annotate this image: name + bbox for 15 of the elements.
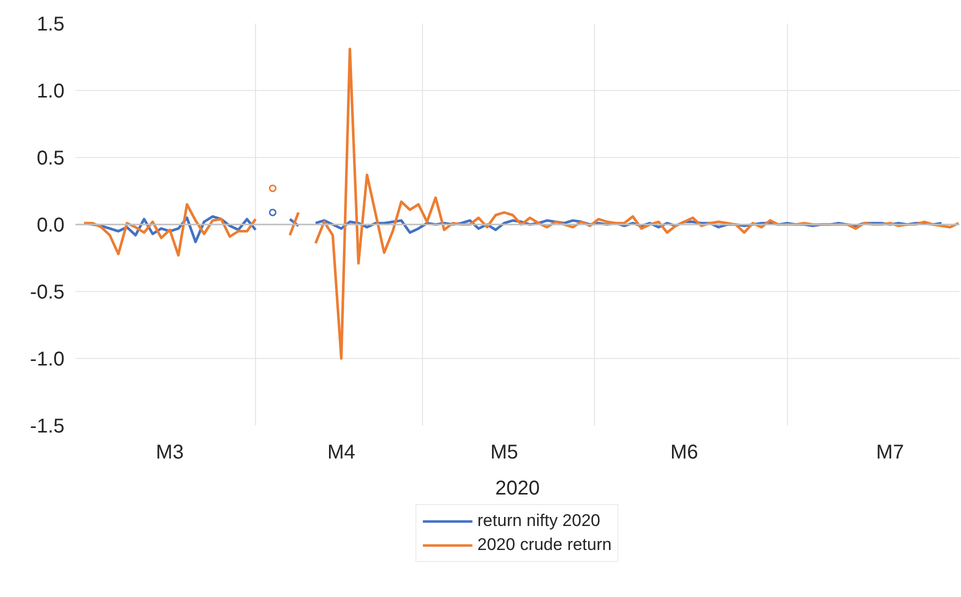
x-tick-label: M4 — [327, 442, 356, 464]
legend-label: 2020 crude return — [477, 535, 612, 555]
y-tick-label: 1.5 — [36, 14, 65, 36]
x-tick-label: M5 — [490, 442, 518, 464]
y-tick-label: -1.0 — [30, 348, 65, 370]
y-tick-label: 0.5 — [36, 148, 65, 170]
legend-label: return nifty 2020 — [477, 511, 600, 531]
y-tick-label: 0.0 — [36, 214, 65, 236]
x-tick-label: M3 — [156, 442, 184, 464]
y-tick-label: -0.5 — [30, 282, 65, 304]
x-axis-title: 2020 — [495, 478, 540, 500]
y-tick-label: -1.5 — [30, 416, 65, 438]
x-tick-label: M6 — [670, 442, 698, 464]
x-tick-label: M7 — [876, 442, 904, 464]
y-tick-label: 1.0 — [36, 80, 65, 102]
